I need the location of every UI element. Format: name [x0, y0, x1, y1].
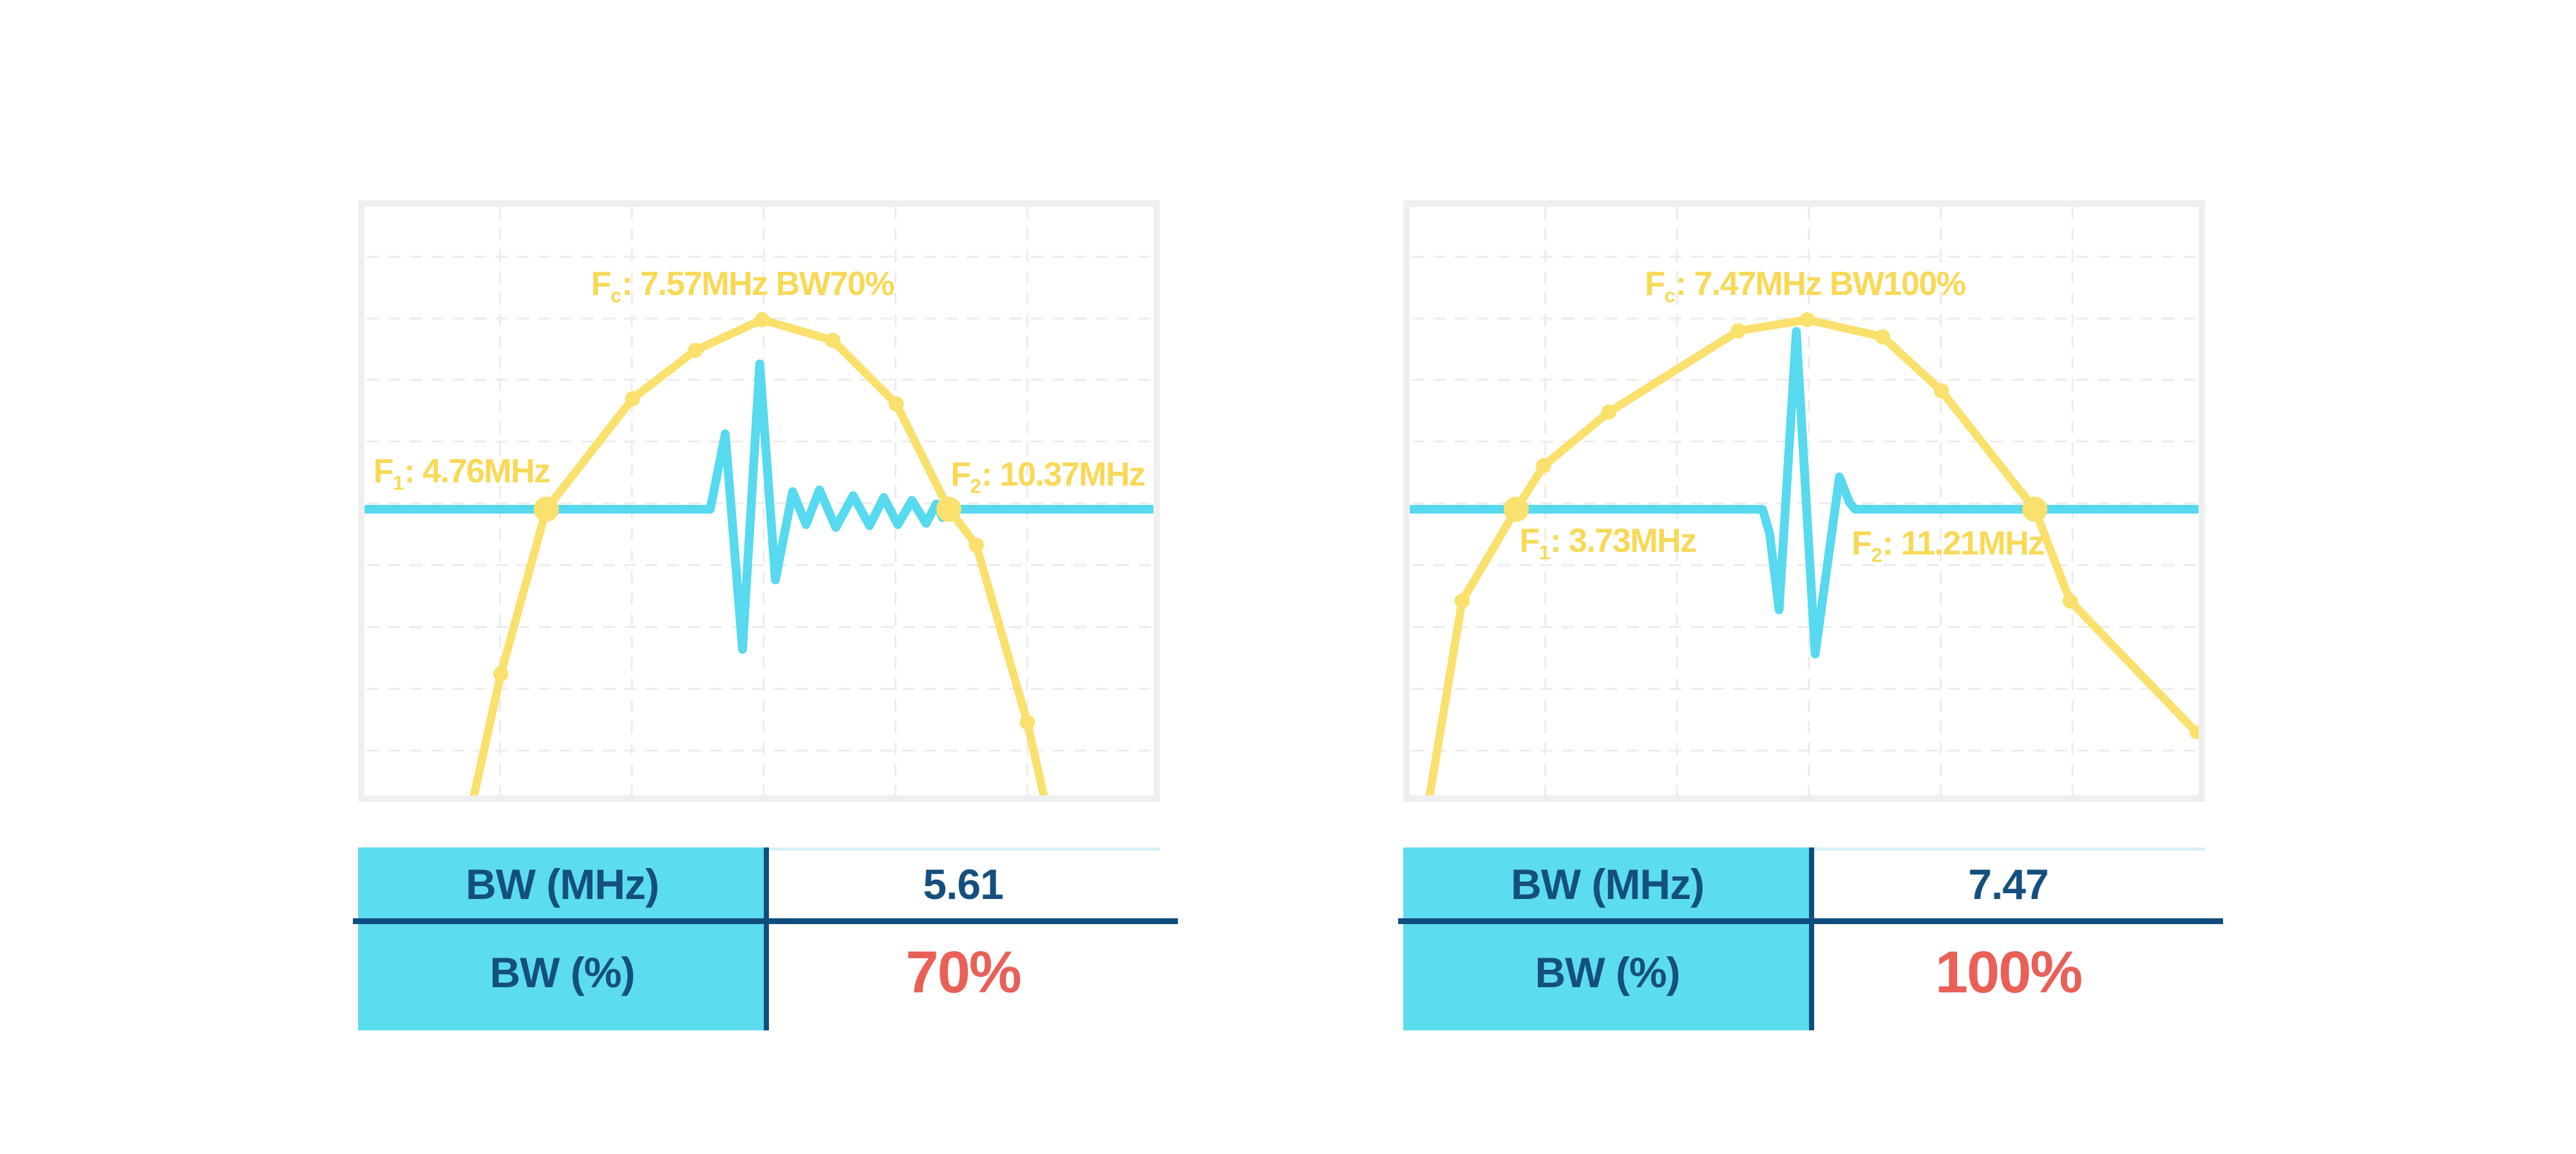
chart-canvas-bw100 — [1410, 207, 2199, 795]
bw-table-100: BW (MHz) 7.47 BW (%) 100% — [1398, 847, 2223, 1030]
spectrum-point-marker — [969, 537, 984, 553]
table-column-divider — [764, 847, 769, 1030]
gridlines — [1412, 207, 2197, 795]
bw-mhz-value: 7.47 — [1968, 860, 2049, 908]
spectrum-point-marker — [493, 666, 509, 682]
f1-annotation: F1: 4.76MHz — [373, 453, 551, 495]
bw-mhz-value: 5.61 — [923, 860, 1003, 908]
spectrum-point-marker — [1875, 329, 1891, 345]
chart-canvas-bw70 — [365, 207, 1153, 795]
spectrum-point-marker — [1601, 404, 1616, 420]
bw-mhz-label: BW (MHz) — [1511, 860, 1705, 908]
bandwidth-crossing-marker — [1503, 497, 1529, 522]
fc-annotation: Fc: 7.57MHz BW70% — [591, 265, 895, 307]
spectrum-point-marker — [1933, 383, 1949, 399]
bw-pct-value: 100% — [1935, 939, 2083, 1005]
spectrum-point-marker — [625, 391, 641, 406]
spectrum-point-marker — [1454, 593, 1470, 609]
bw-pct-label: BW (%) — [489, 949, 636, 996]
bandwidth-crossing-marker — [2022, 497, 2048, 522]
f2-annotation: F2: 10.37MHz — [951, 455, 1146, 498]
bw-pct-label: BW (%) — [1535, 949, 1681, 996]
bw-mhz-label: BW (MHz) — [466, 860, 659, 908]
chart-panel-bw70: Fc: 7.57MHz BW70% F1: 4.76MHz F2: 10.37M… — [358, 200, 1160, 802]
curve-end-marker — [2189, 725, 2199, 739]
spectrum-point-marker — [1536, 458, 1551, 473]
spectrum-curve — [469, 316, 1048, 795]
spectrum-point-marker — [1799, 312, 1815, 328]
table-label-column — [1403, 847, 1812, 1030]
spectrum-point-marker — [2062, 593, 2078, 609]
f1-annotation: F1: 3.73MHz — [1519, 522, 1696, 564]
bw-pct-value: 70% — [905, 939, 1021, 1005]
f2-annotation: F2: 11.21MHz — [1852, 525, 2045, 567]
table-top-rule — [1812, 847, 2205, 851]
bandwidth-crossing-marker — [533, 497, 559, 522]
spectrum-curve — [1425, 316, 2199, 795]
fc-annotation: Fc: 7.47MHz BW100% — [1644, 265, 1966, 307]
gridlines — [366, 207, 1151, 795]
spectrum-point-marker — [888, 396, 904, 411]
spectrum-point-marker — [1019, 714, 1035, 730]
echo-waveform — [1410, 326, 2199, 659]
spectrum-point-marker — [754, 312, 770, 328]
chart-panel-bw100: Fc: 7.47MHz BW100% F1: 3.73MHz F2: 11.21… — [1403, 200, 2205, 802]
spectrum-point-marker — [1730, 323, 1746, 339]
bandwidth-crossing-marker — [936, 497, 961, 522]
spectrum-point-marker — [825, 332, 840, 348]
table-top-rule — [766, 847, 1160, 851]
table-label-column — [358, 847, 766, 1030]
spectrum-point-marker — [688, 343, 703, 358]
bw-table-70: BW (MHz) 5.61 BW (%) 70% — [353, 847, 1178, 1030]
echo-waveform — [365, 359, 1153, 654]
table-column-divider — [1809, 847, 1814, 1030]
